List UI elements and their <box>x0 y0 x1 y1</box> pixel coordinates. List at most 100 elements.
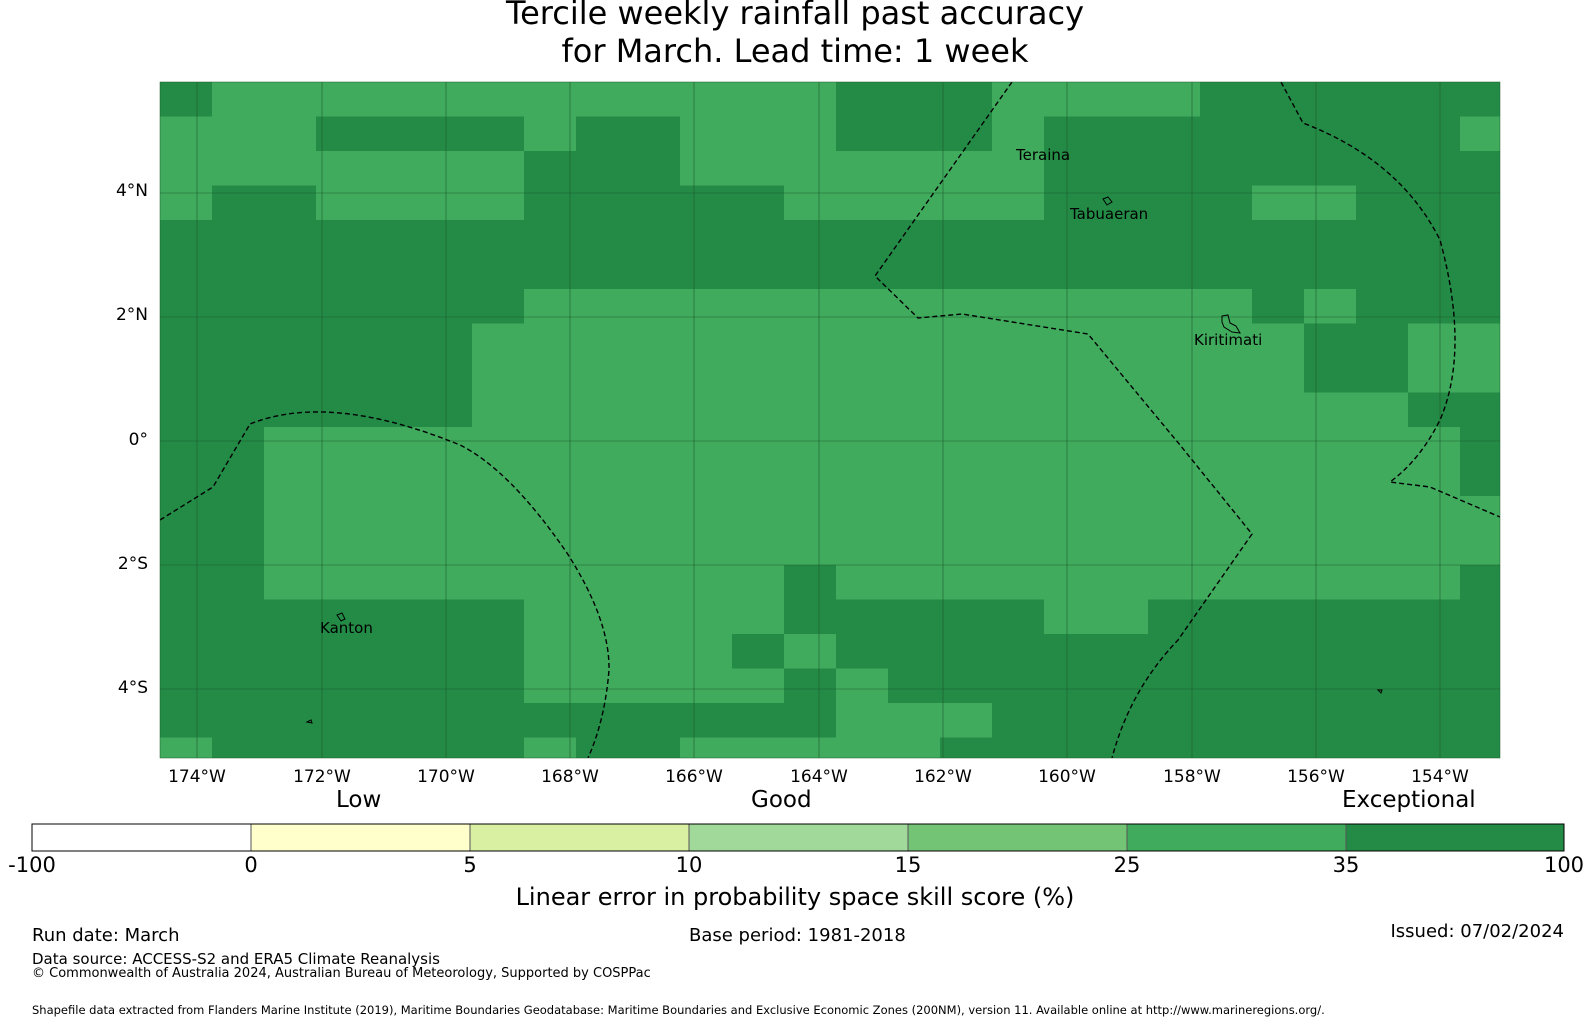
skill-cell-exceptional <box>160 703 368 738</box>
skill-cell-exceptional <box>940 737 1044 758</box>
shapefile-credit: Shapefile data extracted from Flanders M… <box>32 1003 1325 1017</box>
colorbar-frame <box>31 823 1565 852</box>
skill-cell-good <box>524 910 628 945</box>
skill-cell-exceptional <box>160 496 264 565</box>
x-tick-154w: 154°W <box>1411 767 1469 787</box>
skill-cell-exceptional <box>784 599 1044 634</box>
skill-cell-exceptional <box>524 185 784 220</box>
run-date: Run date: March <box>32 925 180 946</box>
place-label-kiritimati: Kiritimati <box>1194 331 1263 349</box>
skill-cell-exceptional <box>732 634 784 669</box>
skill-cell-exceptional <box>1044 185 1252 220</box>
colorbar-tick-5: 5 <box>463 853 477 877</box>
colorbar-segment-25-35 <box>1127 824 1346 851</box>
skill-cell-exceptional <box>160 82 212 117</box>
y-tick-4n: 4°N <box>115 181 148 201</box>
skill-cell-exceptional <box>368 703 836 738</box>
colorbar-tick-15: 15 <box>894 853 922 877</box>
y-tick-2n: 2°N <box>115 305 148 325</box>
skill-cell-exceptional <box>1044 116 1252 151</box>
x-tick-162w: 162°W <box>914 767 972 787</box>
skill-cell-exceptional <box>1148 599 1500 634</box>
skill-cell-exceptional <box>576 116 680 151</box>
y-tick-0: 0° <box>128 430 148 450</box>
colorbar-tick-35: 35 <box>1332 853 1360 877</box>
copyright: © Commonwealth of Australia 2024, Austra… <box>32 966 651 981</box>
map-gridlines <box>160 82 1500 758</box>
x-tick-174w: 174°W <box>168 767 226 787</box>
category-low: Low <box>336 787 382 813</box>
skill-cell-exceptional <box>160 599 524 634</box>
island-kiritimati <box>1221 314 1241 334</box>
y-tick-2s: 2°S <box>117 554 148 574</box>
x-tick-168w: 168°W <box>541 767 599 787</box>
skill-cell-exceptional <box>1460 82 1500 117</box>
skill-cell-exceptional <box>160 220 1500 255</box>
skill-cell-exceptional <box>160 323 472 393</box>
skill-cell-exceptional <box>888 634 1500 703</box>
skill-cell-exceptional <box>576 737 680 758</box>
skill-cell-exceptional <box>160 634 524 703</box>
skill-cell-exceptional <box>160 427 264 496</box>
x-tick-166w: 166°W <box>665 767 723 787</box>
base-period: Base period: 1981-2018 <box>689 925 906 946</box>
skill-cell-exceptional <box>316 116 524 151</box>
skill-cell-exceptional <box>212 185 316 220</box>
skill-cell-exceptional <box>524 151 680 186</box>
skill-cell-exceptional <box>836 634 888 669</box>
skill-cell-exceptional <box>784 668 836 703</box>
data-source: Data source: ACCESS-S2 and ERA5 Climate … <box>32 950 440 968</box>
colorbar-tick-100: 100 <box>1543 853 1585 877</box>
skill-cell-exceptional <box>1460 185 1500 220</box>
eez-boundary-east <box>1280 82 1500 518</box>
colorbar-tick-10: 10 <box>675 853 703 877</box>
place-label-tabuaeran: Tabuaeran <box>1070 205 1149 223</box>
colorbar-tick-neg100: -100 <box>8 853 56 877</box>
colorbar <box>31 823 1565 852</box>
chart-title-line-1: Tercile weekly rainfall past accuracy <box>505 0 1084 32</box>
island-tabuaeran <box>1102 196 1113 206</box>
category-exceptional: Exceptional <box>1342 787 1476 813</box>
eez-boundaries <box>160 82 1500 758</box>
skill-cell-exceptional <box>992 254 1044 289</box>
skill-cell-exceptional <box>1460 565 1500 600</box>
skill-cell-exceptional <box>1044 737 1500 758</box>
colorbar-tick-0: 0 <box>244 853 258 877</box>
chart-title-line-2: for March. Lead time: 1 week <box>561 32 1029 70</box>
colorbar-segment-35-100 <box>1346 824 1564 851</box>
skill-cell-exceptional <box>1460 427 1500 496</box>
x-tick-164w: 164°W <box>790 767 848 787</box>
x-tick-160w: 160°W <box>1038 767 1096 787</box>
skill-cell-exceptional <box>1356 289 1500 324</box>
skill-cell-exceptional <box>160 289 524 324</box>
x-tick-172w: 172°W <box>293 767 351 787</box>
skill-cell-exceptional <box>1096 220 1200 255</box>
chart-title: Tercile weekly rainfall past accuracy fo… <box>0 0 1590 70</box>
colorbar-label: Linear error in probability space skill … <box>515 883 1075 911</box>
category-good: Good <box>751 787 812 813</box>
x-tick-170w: 170°W <box>417 767 475 787</box>
colorbar-segment-0-5 <box>251 824 470 851</box>
colorbar-tick-25: 25 <box>1113 853 1141 877</box>
x-tick-158w: 158°W <box>1163 767 1221 787</box>
y-tick-4s: 4°S <box>117 678 148 698</box>
issued-date: Issued: 07/02/2024 <box>1390 921 1564 942</box>
map-frame <box>159 81 1501 759</box>
skill-cell-exceptional <box>1304 323 1408 393</box>
colorbar-segment-neg <box>32 824 251 851</box>
skill-cell-exceptional <box>160 392 472 427</box>
skill-cell-exceptional <box>836 82 992 151</box>
colorbar-segment-5-10 <box>470 824 689 851</box>
island-jarvis <box>1376 689 1383 694</box>
colorbar-segment-10-15 <box>689 824 908 851</box>
skill-cell-exceptional <box>992 703 1500 738</box>
island-kanton <box>336 612 346 622</box>
island-small-west <box>305 719 313 724</box>
eez-boundary-kanton <box>160 411 610 758</box>
x-tick-156w: 156°W <box>1287 767 1345 787</box>
skill-cell-exceptional <box>1408 392 1500 427</box>
skill-cell-exceptional <box>784 565 836 600</box>
skill-cell-exceptional <box>1044 151 1500 186</box>
place-label-kanton: Kanton <box>320 619 373 637</box>
